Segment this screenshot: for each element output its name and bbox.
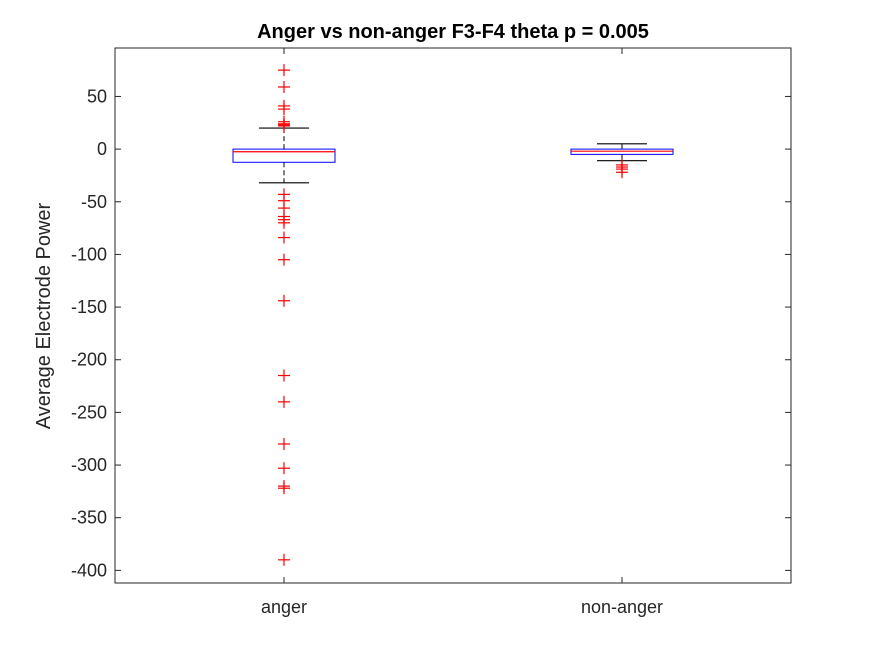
- outlier-marker: [278, 231, 290, 244]
- box-anger: [232, 64, 336, 566]
- y-tick-label: -200: [71, 350, 107, 370]
- outlier-marker: [278, 216, 290, 229]
- outlier-marker: [278, 64, 290, 77]
- y-tick-label: -250: [71, 402, 107, 422]
- y-axis: 50 0 -50 -100 -150 -200 -250 -300 -350 -400: [71, 86, 791, 580]
- outlier-marker: [278, 462, 290, 475]
- y-tick-label: -300: [71, 455, 107, 475]
- y-tick-label: -400: [71, 560, 107, 580]
- iqr-box: [232, 148, 336, 163]
- y-axis-label: Average Electrode Power: [33, 202, 55, 429]
- x-tick-label: anger: [261, 597, 307, 617]
- outlier-marker: [278, 294, 290, 307]
- outlier-marker: [278, 395, 290, 408]
- y-tick-label: -150: [71, 297, 107, 317]
- outlier-marker: [278, 80, 290, 93]
- outlier-marker: [278, 482, 290, 495]
- x-tick-label: non-anger: [581, 597, 663, 617]
- y-tick-label: -50: [81, 192, 107, 212]
- y-tick-label: 0: [97, 139, 107, 159]
- chart-title: Anger vs non-anger F3-F4 theta p = 0.005: [257, 21, 649, 43]
- outlier-marker: [278, 103, 290, 116]
- y-tick-label: -350: [71, 508, 107, 528]
- x-axis: anger non-anger: [261, 48, 663, 617]
- outlier-marker: [278, 437, 290, 450]
- outlier-marker: [278, 369, 290, 382]
- plot-area-frame: [114, 47, 792, 584]
- y-tick-label: -100: [71, 244, 107, 264]
- y-tick-label: 50: [87, 86, 107, 106]
- outlier-marker: [278, 553, 290, 566]
- outlier-marker: [278, 253, 290, 266]
- box-series: [232, 64, 674, 566]
- outlier-marker: [616, 166, 628, 179]
- box-non-anger: [570, 143, 674, 179]
- outlier-marker: [278, 119, 290, 132]
